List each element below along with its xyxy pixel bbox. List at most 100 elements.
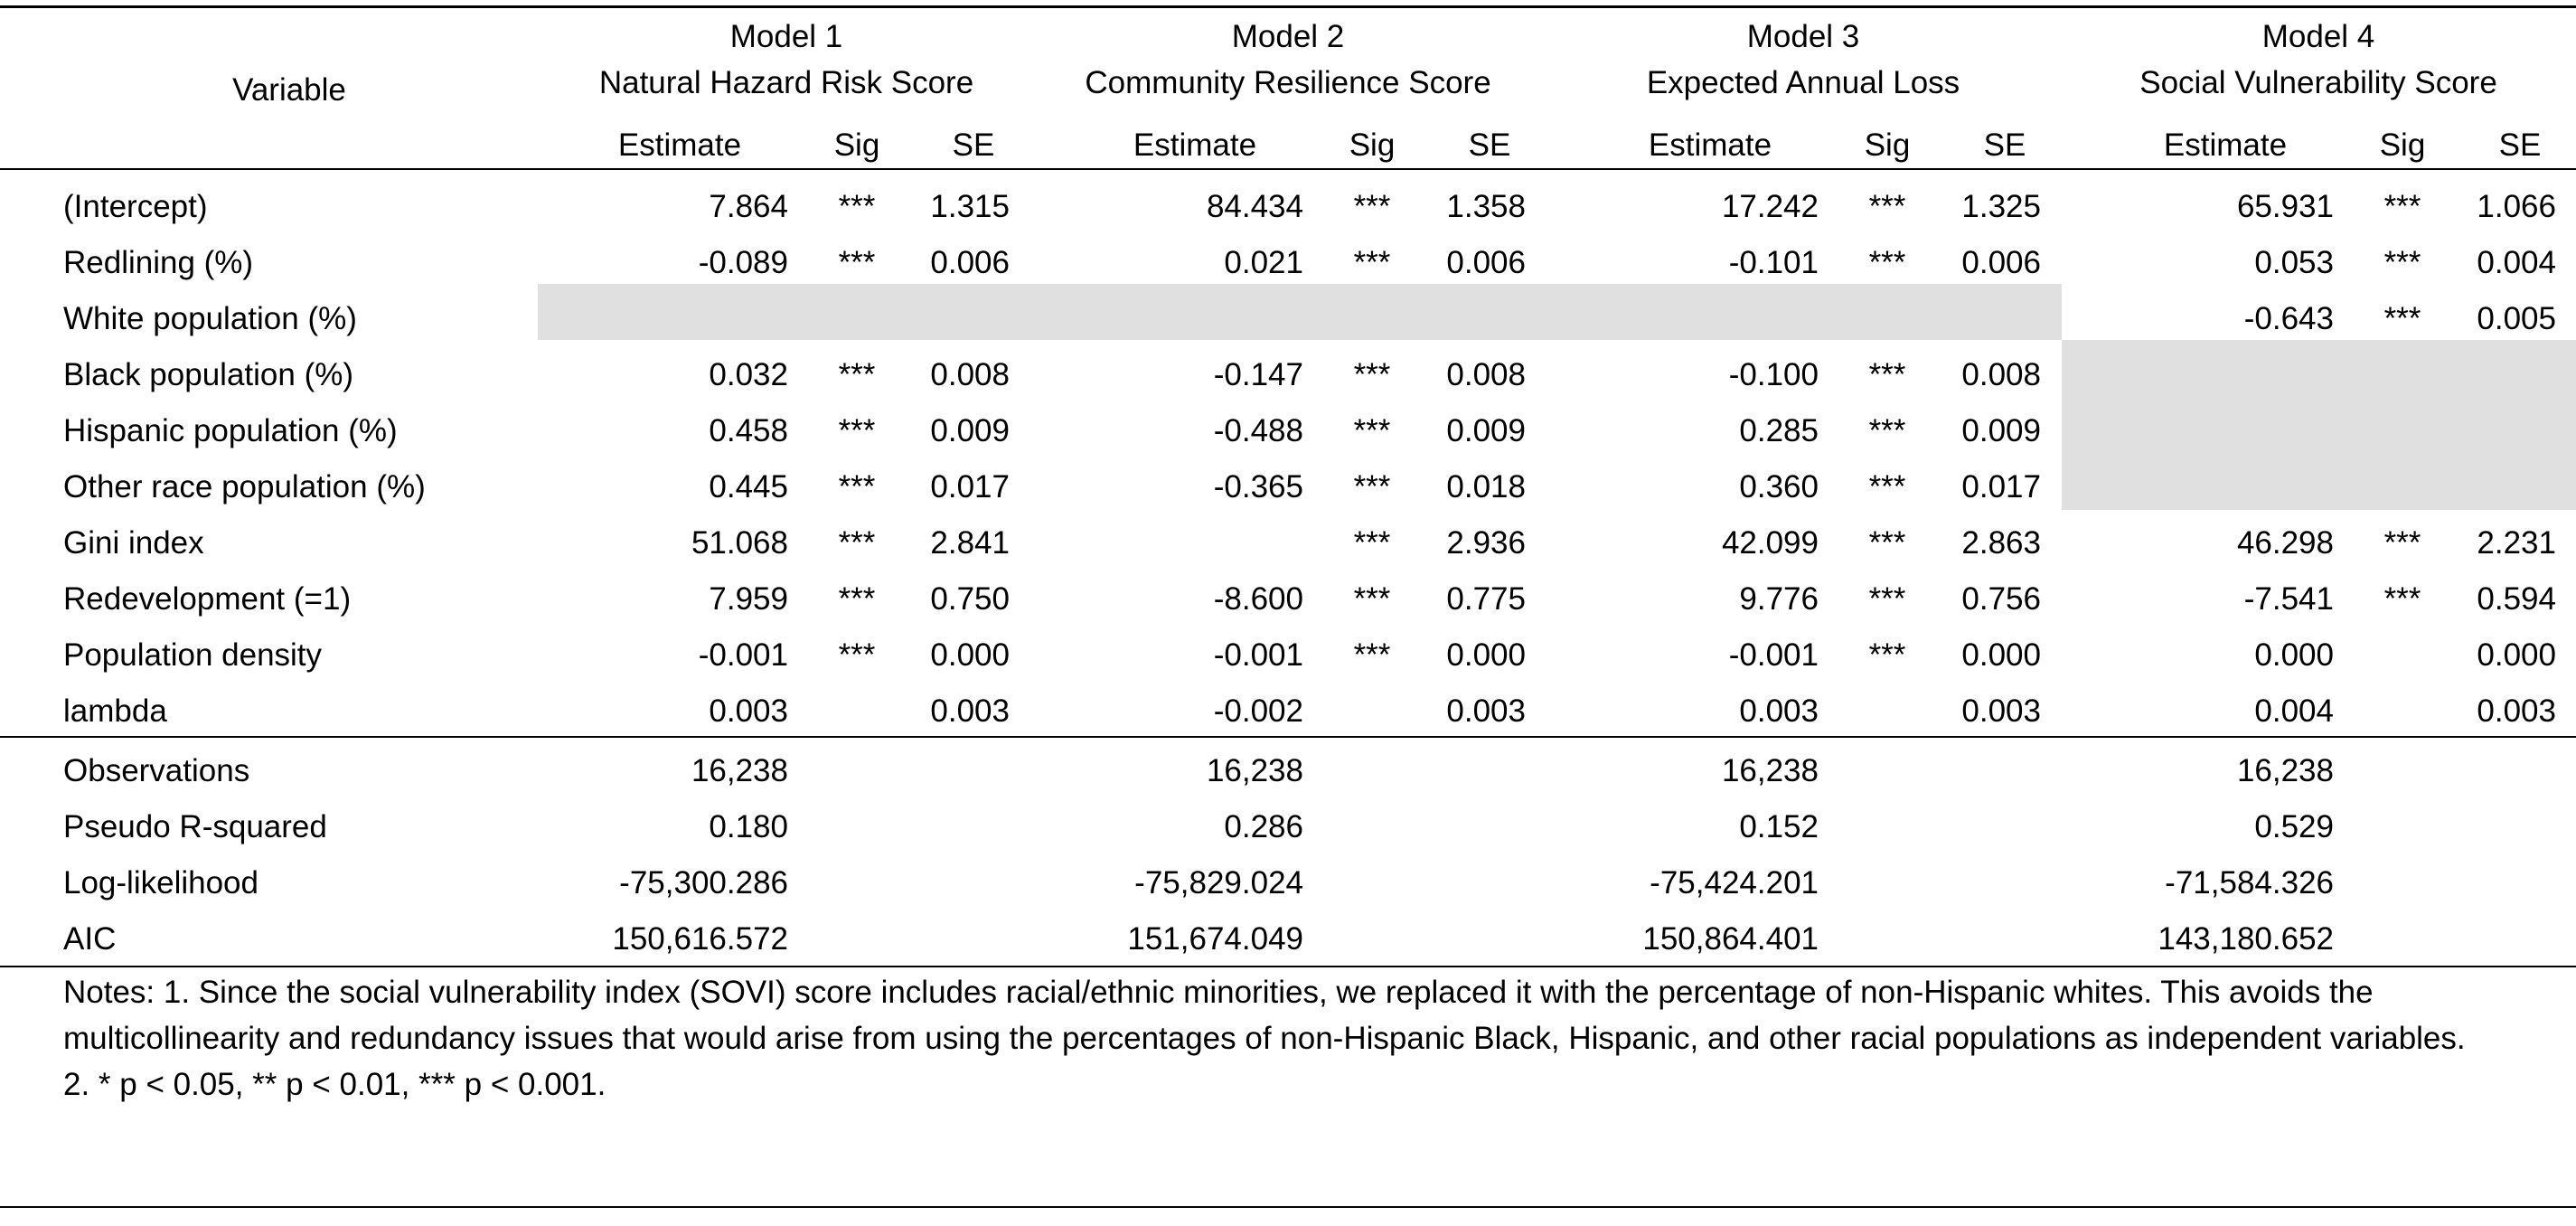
- estimate-cell: 0.445: [709, 469, 788, 505]
- estimate-cell: 51.068: [691, 525, 788, 561]
- row-variable-label: White population (%): [63, 301, 357, 336]
- model-3-dependent: Expected Annual Loss: [1646, 65, 1960, 100]
- stat-value: 0.152: [1739, 809, 1819, 844]
- estimate-cell: 42.099: [1721, 525, 1819, 561]
- model-3-label: Model 3: [1746, 19, 1860, 54]
- sig-header: Sig: [2379, 127, 2426, 163]
- sig-cell: ***: [2383, 189, 2421, 224]
- se-cell: 0.003: [1446, 693, 1526, 729]
- se-cell: 0.009: [1446, 413, 1526, 448]
- sig-cell: ***: [838, 189, 876, 224]
- estimate-header: Estimate: [1648, 127, 1772, 163]
- se-cell: 2.841: [930, 525, 1010, 561]
- shade-minority-population: [2062, 340, 2576, 510]
- stat-value: -75,829.024: [1134, 865, 1303, 901]
- se-cell: [1381, 291, 1526, 347]
- se-cell: 0.775: [1446, 581, 1526, 617]
- stat-label: Pseudo R-squared: [63, 809, 327, 844]
- sig-cell: ***: [1353, 189, 1391, 224]
- sig-cell: ***: [838, 525, 876, 561]
- sig-cell: ***: [1353, 525, 1391, 561]
- se-cell: 1.315: [930, 189, 1010, 224]
- stat-value: 150,864.401: [1642, 921, 1819, 957]
- sig-cell: ***: [838, 637, 876, 673]
- se-cell: [2411, 403, 2556, 459]
- estimate-cell: -0.001: [1728, 637, 1819, 673]
- estimate-cell: 0.004: [2254, 693, 2334, 729]
- se-cell: 0.005: [2477, 301, 2556, 336]
- se-cell: 0.003: [1961, 693, 2041, 729]
- sig-cell: ***: [1868, 413, 1906, 448]
- sig-cell: ***: [838, 245, 876, 280]
- sig-header: Sig: [1864, 127, 1911, 163]
- estimate-cell: 84.434: [1206, 189, 1303, 224]
- model-1-label: Model 1: [729, 19, 843, 54]
- stat-label: Log-likelihood: [63, 865, 259, 901]
- row-variable-label: (Intercept): [63, 189, 208, 224]
- se-cell: 0.009: [930, 413, 1010, 448]
- se-cell: 0.008: [1961, 357, 2041, 392]
- se-header: SE: [1983, 127, 2026, 163]
- se-cell: 1.066: [2477, 189, 2556, 224]
- sig-cell: ***: [1868, 525, 1906, 561]
- estimate-cell: 7.864: [709, 189, 788, 224]
- note-2: 2. * p < 0.05, ** p < 0.01, *** p < 0.00…: [63, 1067, 606, 1102]
- sig-cell: ***: [1868, 189, 1906, 224]
- sig-cell: ***: [838, 581, 876, 617]
- estimate-cell: 0.021: [1224, 245, 1303, 280]
- row-variable-label: Population density: [63, 637, 323, 673]
- estimate-cell: -7.541: [2243, 581, 2334, 617]
- sig-cell: ***: [2383, 301, 2421, 336]
- se-cell: 0.594: [2477, 581, 2556, 617]
- se-cell: [2411, 347, 2556, 403]
- model-2-dependent: Community Resilience Score: [1085, 65, 1491, 100]
- sig-header: Sig: [833, 127, 880, 163]
- sig-cell: ***: [1353, 637, 1391, 673]
- sig-cell: ***: [1353, 469, 1391, 505]
- estimate-cell: 0.003: [1739, 693, 1819, 729]
- estimate-cell: -0.488: [1213, 413, 1303, 448]
- se-cell: 0.006: [1961, 245, 2041, 280]
- estimate-cell: 0.003: [709, 693, 788, 729]
- sig-cell: ***: [1353, 245, 1391, 280]
- se-cell: 1.358: [1446, 189, 1526, 224]
- estimate-cell: 0.458: [709, 413, 788, 448]
- estimate-cell: [2099, 459, 2334, 515]
- stat-value: 16,238: [2236, 753, 2334, 788]
- model-4-label: Model 4: [2261, 19, 2375, 54]
- model-4-dependent: Social Vulnerability Score: [2139, 65, 2497, 100]
- stat-value: -75,300.286: [619, 865, 788, 901]
- se-cell: 0.000: [2477, 637, 2556, 673]
- sig-cell: ***: [838, 357, 876, 392]
- estimate-cell: 46.298: [2236, 525, 2334, 561]
- se-cell: 0.008: [930, 357, 1010, 392]
- sig-cell: ***: [1353, 581, 1391, 617]
- se-cell: 0.000: [930, 637, 1010, 673]
- stat-value: -71,584.326: [2165, 865, 2334, 901]
- stat-value: 16,238: [1721, 753, 1819, 788]
- row-variable-label: Redevelopment (=1): [63, 581, 352, 617]
- estimate-cell: [1068, 291, 1303, 347]
- se-cell: 0.006: [1446, 245, 1526, 280]
- se-cell: 1.325: [1961, 189, 2041, 224]
- stat-value: 0.529: [2254, 809, 2334, 844]
- se-cell: 0.756: [1961, 581, 2041, 617]
- se-cell: 0.017: [930, 469, 1010, 505]
- sig-cell: ***: [1868, 581, 1906, 617]
- row-variable-label: Redlining (%): [63, 245, 254, 280]
- shade-white-population: [538, 284, 2062, 340]
- stat-value: 16,238: [1206, 753, 1303, 788]
- note-1: Notes: 1. Since the social vulnerability…: [63, 975, 2466, 1056]
- row-variable-label: Other race population (%): [63, 469, 426, 505]
- estimate-cell: 0.032: [709, 357, 788, 392]
- stat-value: 0.180: [709, 809, 788, 844]
- estimate-cell: -8.600: [1213, 581, 1303, 617]
- row-variable-label: Gini index: [63, 525, 204, 561]
- estimate-cell: -0.089: [698, 245, 788, 280]
- estimate-cell: -0.147: [1213, 357, 1303, 392]
- sig-cell: ***: [2383, 245, 2421, 280]
- se-cell: [2411, 459, 2556, 515]
- se-cell: 0.003: [2477, 693, 2556, 729]
- top-rule: [0, 5, 2576, 8]
- stat-value: 151,674.049: [1127, 921, 1303, 957]
